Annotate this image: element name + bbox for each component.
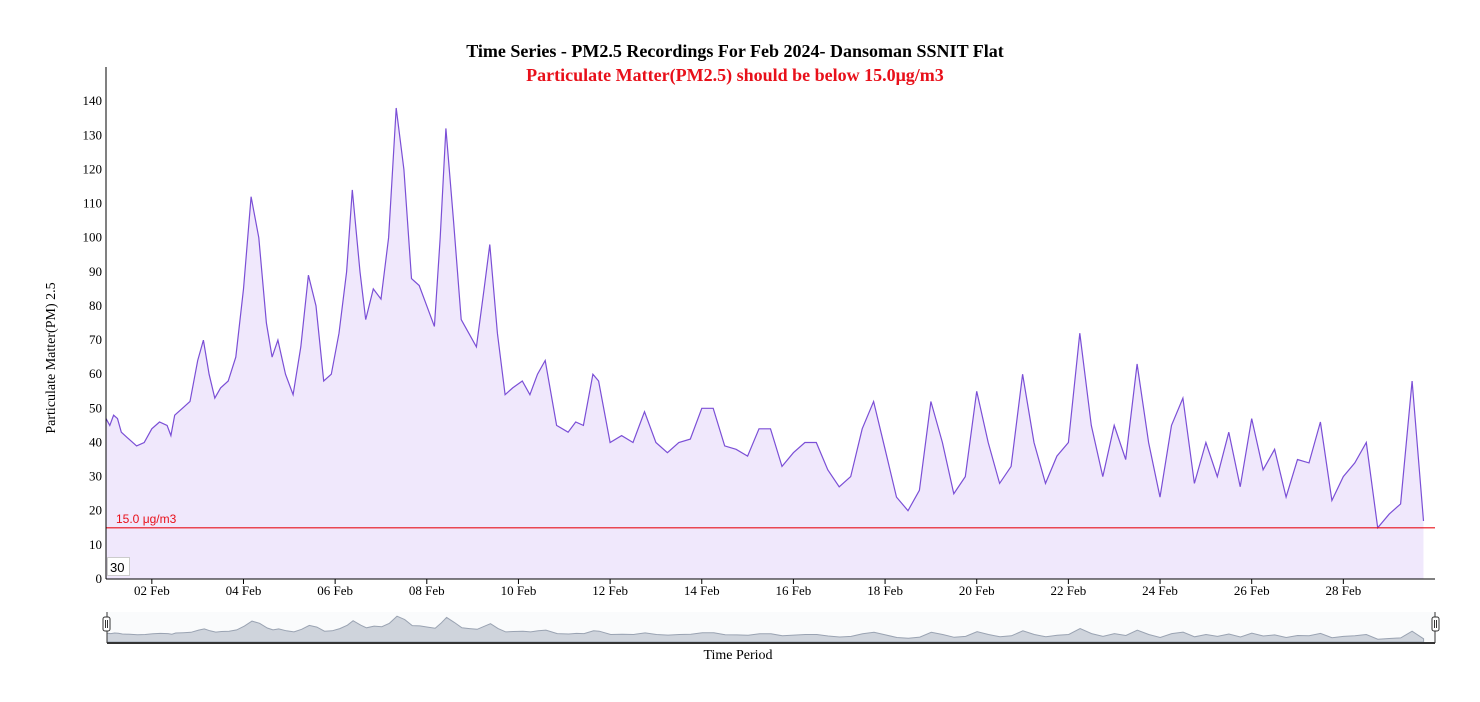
x-tick-label: 16 Feb (776, 583, 812, 598)
x-axis-title: Time Period (703, 648, 772, 663)
pm25-series-line (105, 107, 1425, 530)
navigator-left-handle[interactable] (102, 616, 111, 632)
x-tick-label: 20 Feb (959, 583, 995, 598)
y-tick-label: 120 (83, 161, 103, 176)
x-tick-label: 08 Feb (409, 583, 445, 598)
x-tick-label: 12 Feb (592, 583, 628, 598)
x-tick-label: 10 Feb (501, 583, 537, 598)
chart-title: Time Series - PM2.5 Recordings For Feb 2… (466, 41, 1004, 61)
y-tick-label: 40 (89, 434, 102, 449)
x-tick-label: 02 Feb (134, 583, 170, 598)
navigator[interactable] (102, 612, 1440, 644)
x-tick-label: 04 Feb (226, 583, 262, 598)
y-tick-label: 30 (89, 469, 102, 484)
y-tick-label: 100 (83, 230, 103, 245)
y-axis-title: Particulate Matter(PM) 2.5 (44, 282, 59, 433)
x-axis-ticks: 02 Feb 04 Feb 06 Feb 08 Feb 10 Feb 12 Feb 14 F… (134, 579, 1361, 598)
y-tick-label: 20 (89, 503, 102, 518)
y-tick-label: 130 (83, 127, 103, 142)
navigator-area (106, 615, 1425, 643)
y-tick-label: 90 (89, 264, 102, 279)
x-tick-label: 14 Feb (684, 583, 720, 598)
y-tick-label: 0 (96, 571, 103, 586)
chart-subtitle: Particulate Matter(PM2.5) should be belo… (526, 65, 944, 85)
y-tick-label: 60 (89, 366, 102, 381)
navigator-right-handle[interactable] (1431, 616, 1440, 632)
y-axis-ticks: 0 10 20 30 40 50 60 70 80 90 100 110 120 130 140 (83, 93, 103, 586)
x-tick-label: 28 Feb (1325, 583, 1361, 598)
y-tick-label: 110 (83, 196, 102, 211)
x-tick-label: 18 Feb (867, 583, 903, 598)
x-tick-label: 06 Feb (317, 583, 353, 598)
y-tick-label: 10 (89, 537, 102, 552)
x-tick-label: 26 Feb (1234, 583, 1270, 598)
x-tick-label: 22 Feb (1051, 583, 1087, 598)
x-tick-label: 24 Feb (1142, 583, 1178, 598)
range-selector-input[interactable]: 30 (107, 557, 130, 576)
threshold-label: 15.0 μg/m3 (116, 512, 177, 526)
y-tick-label: 80 (89, 298, 102, 313)
y-tick-label: 140 (83, 93, 103, 108)
y-tick-label: 70 (89, 332, 102, 347)
y-tick-label: 50 (89, 400, 102, 415)
pm25-area-fill (106, 108, 1424, 579)
